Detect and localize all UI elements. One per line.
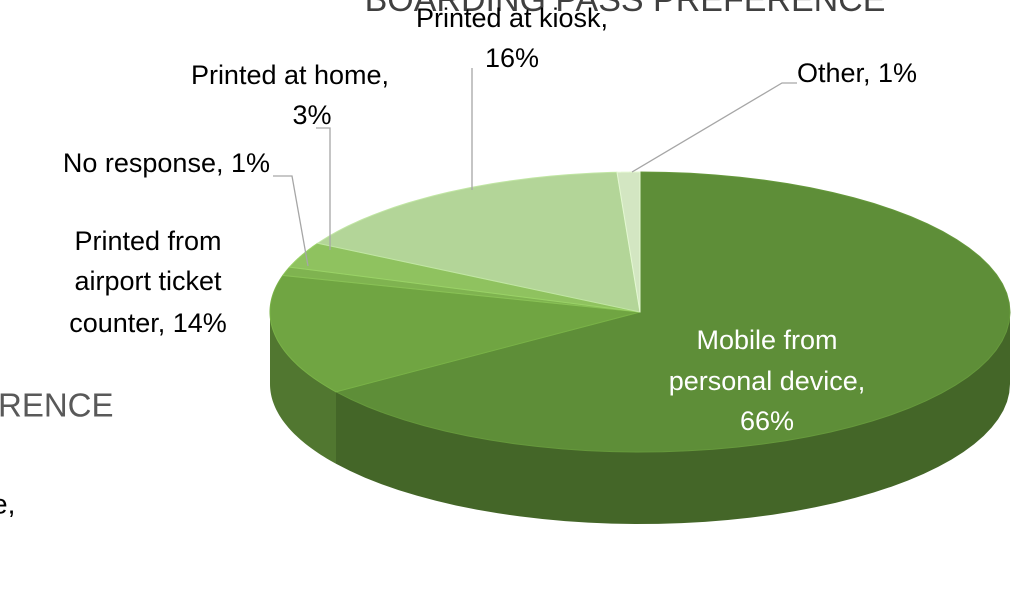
leader-line xyxy=(316,127,331,250)
slice xyxy=(288,242,641,313)
data-label: 3% xyxy=(292,100,331,130)
data-label: 16% xyxy=(485,43,539,73)
data-label: Other, 1% xyxy=(797,58,917,88)
data-label: airport ticket xyxy=(74,266,222,296)
data-label: Mobile from xyxy=(696,325,837,355)
slice xyxy=(334,171,1011,453)
data-label: Printed at home, xyxy=(191,60,389,90)
data-label: Printed from xyxy=(74,226,221,256)
data-label: Printed at kiosk, xyxy=(416,3,608,33)
slice xyxy=(269,274,641,393)
data-label: 66% xyxy=(740,406,794,436)
slice xyxy=(316,171,641,313)
data-label: No response, 1% xyxy=(63,148,270,178)
background-fragment: e, xyxy=(0,488,15,519)
slice-side xyxy=(335,312,1010,524)
slice xyxy=(616,171,641,313)
chart-title: BOARDING PASS PREFERENCE xyxy=(365,0,886,19)
background-fragment: RENCE xyxy=(0,387,114,424)
leader-line xyxy=(273,175,309,267)
data-label: personal device, xyxy=(669,366,866,396)
slice-side xyxy=(270,312,336,464)
data-label: counter, 14% xyxy=(69,308,227,338)
leader-line xyxy=(631,82,797,173)
